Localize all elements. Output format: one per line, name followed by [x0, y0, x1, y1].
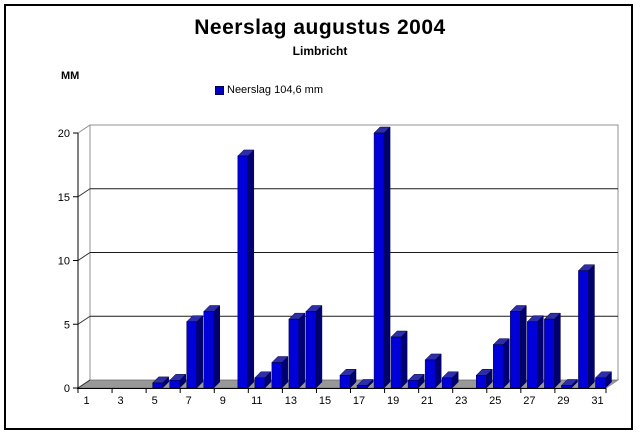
- bar-day-21: [424, 359, 436, 389]
- depth-line-15: [77, 188, 91, 198]
- x-tick-label-13: 13: [285, 395, 297, 407]
- legend-marker-icon: [215, 85, 224, 95]
- chart-title: Neerslag augustus 2004: [194, 16, 446, 39]
- bar-side-day-28: [554, 312, 561, 389]
- bar-day-27: [527, 321, 538, 389]
- depth-line-0: [77, 379, 91, 389]
- x-tick-label-7: 7: [186, 395, 192, 407]
- x-tick-label-5: 5: [152, 395, 158, 407]
- bar-day-13: [288, 318, 300, 389]
- chart-subtitle: Limbricht: [292, 44, 348, 58]
- bar-day-7: [186, 321, 197, 389]
- legend: Neerslag 104,6 mm: [215, 84, 323, 96]
- depth-line-5: [77, 315, 91, 325]
- depth-line-10: [77, 252, 91, 261]
- y-tick-label-5: 5: [64, 319, 70, 331]
- x-tick-label-15: 15: [319, 395, 331, 407]
- floor-right-edge: [605, 379, 619, 389]
- x-tick-label-19: 19: [387, 395, 399, 407]
- bar-day-6: [169, 380, 180, 389]
- bar-side-day-26: [520, 304, 527, 389]
- bar-side-day-19: [400, 330, 408, 389]
- bar-side-day-30: [588, 264, 595, 389]
- y-tick-label-10: 10: [58, 256, 70, 268]
- bar-day-17: [356, 385, 368, 389]
- x-tick-label-29: 29: [557, 395, 569, 407]
- x-tick-label-31: 31: [591, 395, 603, 407]
- bar-side-day-14: [315, 304, 323, 389]
- x-tick-label-17: 17: [353, 395, 365, 407]
- x-tick-label-1: 1: [83, 395, 89, 407]
- bar-day-5: [152, 382, 163, 389]
- bar-day-10: [237, 155, 249, 389]
- bar-day-19: [390, 336, 402, 389]
- bar-side-day-27: [537, 315, 544, 389]
- bar-day-22: [441, 377, 453, 389]
- y-tick-label-15: 15: [58, 192, 70, 204]
- bar-day-16: [339, 375, 351, 389]
- bar-day-24: [476, 375, 487, 389]
- bar-day-30: [578, 270, 589, 389]
- bar-side-day-10: [247, 149, 255, 389]
- y-axis-unit-label: MM: [61, 70, 80, 82]
- bar-day-31: [595, 377, 606, 389]
- bar-day-11: [254, 377, 266, 389]
- x-tick-label-25: 25: [489, 395, 501, 407]
- bar-side-day-25: [503, 338, 510, 389]
- bar-day-18: [373, 132, 385, 389]
- x-tick-label-11: 11: [251, 395, 262, 407]
- x-tick-label-23: 23: [455, 395, 467, 407]
- bar-day-28: [544, 318, 555, 389]
- bar-day-26: [510, 311, 521, 389]
- bar-day-25: [493, 344, 504, 389]
- bar-day-12: [271, 362, 283, 389]
- bar-day-20: [407, 380, 419, 389]
- y-tick-label-20: 20: [58, 128, 70, 140]
- x-tick-label-27: 27: [523, 395, 535, 407]
- bar-day-8: [203, 311, 214, 389]
- depth-line-20: [77, 124, 91, 134]
- legend-label: Neerslag 104,6 mm: [227, 84, 323, 96]
- x-tick-label-3: 3: [118, 395, 124, 407]
- bar-side-day-7: [196, 315, 203, 389]
- bar-side-day-13: [298, 312, 306, 389]
- x-tick-label-21: 21: [421, 395, 433, 407]
- y-tick-label-0: 0: [64, 383, 70, 395]
- bar-day-29: [561, 385, 572, 389]
- bar-day-14: [305, 311, 317, 389]
- bar-side-day-18: [383, 126, 391, 389]
- x-tick-label-9: 9: [220, 395, 226, 407]
- bar-side-day-8: [213, 304, 220, 389]
